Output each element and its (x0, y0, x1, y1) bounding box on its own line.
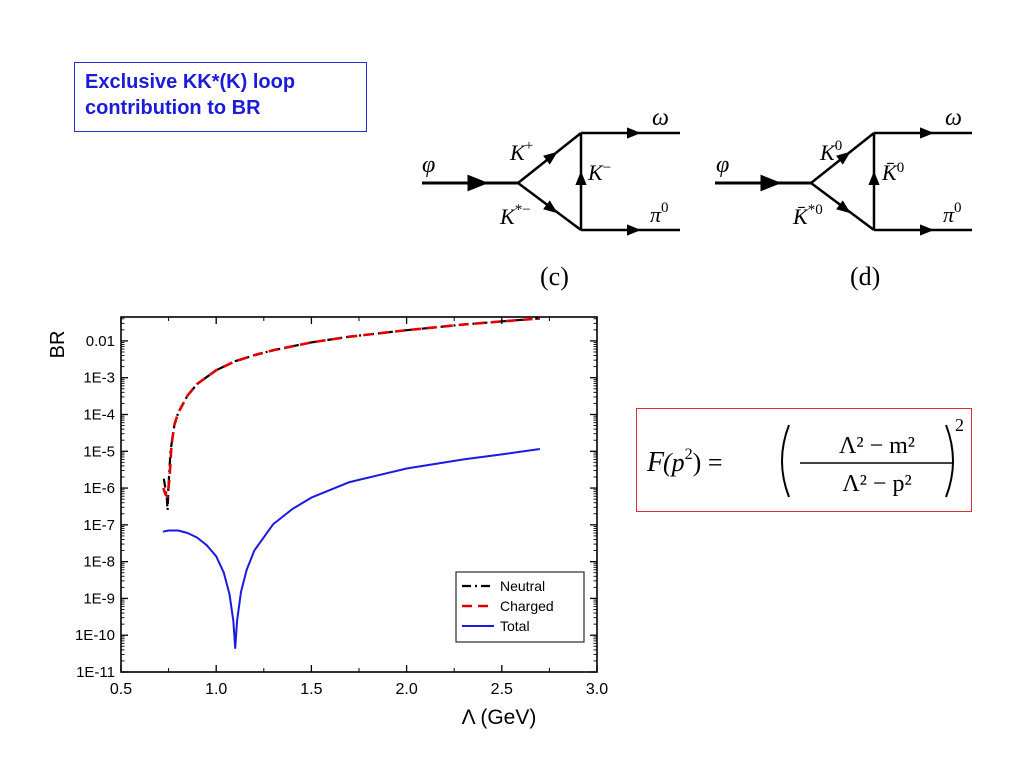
x-tick-label: 2.5 (491, 681, 513, 698)
formula-outer-exponent: 2 (955, 415, 964, 435)
x-tick-label: 3.0 (586, 681, 608, 698)
diagram-c-caption: (c) (540, 262, 569, 291)
diagram-c-phi: φ (422, 152, 435, 178)
series-line-charged (162, 317, 541, 498)
diagram-d-pi: π0 (943, 200, 962, 227)
y-tick-label: 1E-4 (83, 406, 115, 423)
x-tick-label: 0.5 (110, 681, 132, 698)
diagram-c-kminus: K− (587, 160, 611, 185)
x-tick-label: 2.0 (395, 681, 417, 698)
y-tick-label: 1E-5 (83, 443, 115, 460)
diagram-c-kstar: K*− (499, 202, 531, 229)
series-line-neutral (162, 317, 540, 512)
form-factor-formula: F (p2) = Λ² − m² Λ² − p² 2 (646, 415, 964, 498)
legend-box (455, 571, 585, 643)
plot-frame (120, 316, 598, 673)
diagram-d-kbarstar: K̄*0 (792, 202, 823, 229)
diagram-d-kbar0: K̄0 (881, 160, 904, 185)
diagram-c-omega: ω (652, 105, 669, 131)
y-tick-label: 1E-3 (83, 370, 115, 387)
x-axis-label: Λ (GeV) (462, 706, 537, 729)
legend-label-total: Total (500, 618, 530, 634)
formula-lhs-f: F (646, 447, 665, 478)
legend-label-charged: Charged (500, 598, 554, 614)
slide-title-line2: contribution to BR (85, 97, 261, 119)
x-tick-label: 1.0 (205, 681, 227, 698)
diagram-c: φ ω π0 K+ K− K*− (c) (422, 105, 680, 291)
formula-numerator: Λ² − m² (839, 433, 915, 459)
y-tick-label: 1E-8 (83, 554, 115, 571)
diagram-d-caption: (d) (850, 262, 880, 291)
y-tick-label: 0.01 (86, 333, 115, 350)
form-factor-box: F (p2) = Λ² − m² Λ² − p² 2 (636, 408, 972, 512)
y-tick-label: 1E-9 (83, 590, 115, 607)
x-tick-label: 1.5 (300, 681, 322, 698)
y-axis-label: BR (47, 331, 69, 359)
diagram-d-k0: K0 (819, 138, 842, 165)
y-tick-label: 1E-7 (83, 517, 115, 534)
y-tick-label: 1E-10 (75, 627, 115, 644)
diagram-d: φ ω π0 K0 K̄0 K̄*0 (d) (715, 105, 972, 291)
formula-lhs-arg: (p2) = (663, 446, 723, 477)
formula-denominator: Λ² − p² (842, 471, 911, 497)
slide-title-box: Exclusive KK*(K) loop contribution to BR (74, 62, 367, 132)
diagram-c-kplus: K+ (509, 138, 533, 165)
legend-label-neutral: Neutral (500, 578, 545, 594)
y-tick-label: 1E-11 (76, 664, 115, 681)
diagram-c-pi: π0 (650, 200, 669, 227)
y-tick-label: 1E-6 (83, 480, 115, 497)
diagram-d-omega: ω (945, 105, 962, 131)
feynman-diagrams: φ ω π0 K+ K− K*− (c) φ ω π0 K0 K̄0 K̄*0 … (422, 105, 972, 291)
slide-title-line1: Exclusive KK*(K) loop (85, 71, 296, 93)
series-line-total (162, 448, 541, 649)
diagram-d-phi: φ (716, 152, 729, 178)
